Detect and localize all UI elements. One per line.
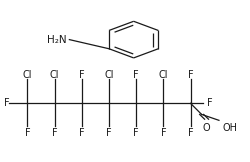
Text: F: F — [160, 128, 166, 138]
Text: F: F — [133, 128, 139, 138]
Text: F: F — [52, 128, 57, 138]
Text: F: F — [4, 98, 10, 108]
Text: O: O — [203, 123, 210, 133]
Text: Cl: Cl — [158, 70, 168, 80]
Text: F: F — [79, 70, 84, 80]
Text: F: F — [106, 128, 112, 138]
Text: F: F — [206, 98, 212, 108]
Text: Cl: Cl — [50, 70, 59, 80]
Text: F: F — [188, 70, 193, 80]
Text: Cl: Cl — [104, 70, 114, 80]
Text: F: F — [188, 128, 193, 138]
Text: OH: OH — [223, 123, 238, 133]
Text: Cl: Cl — [22, 70, 32, 80]
Text: F: F — [133, 70, 139, 80]
Text: F: F — [79, 128, 84, 138]
Text: F: F — [24, 128, 30, 138]
Text: H₂N: H₂N — [47, 35, 67, 45]
